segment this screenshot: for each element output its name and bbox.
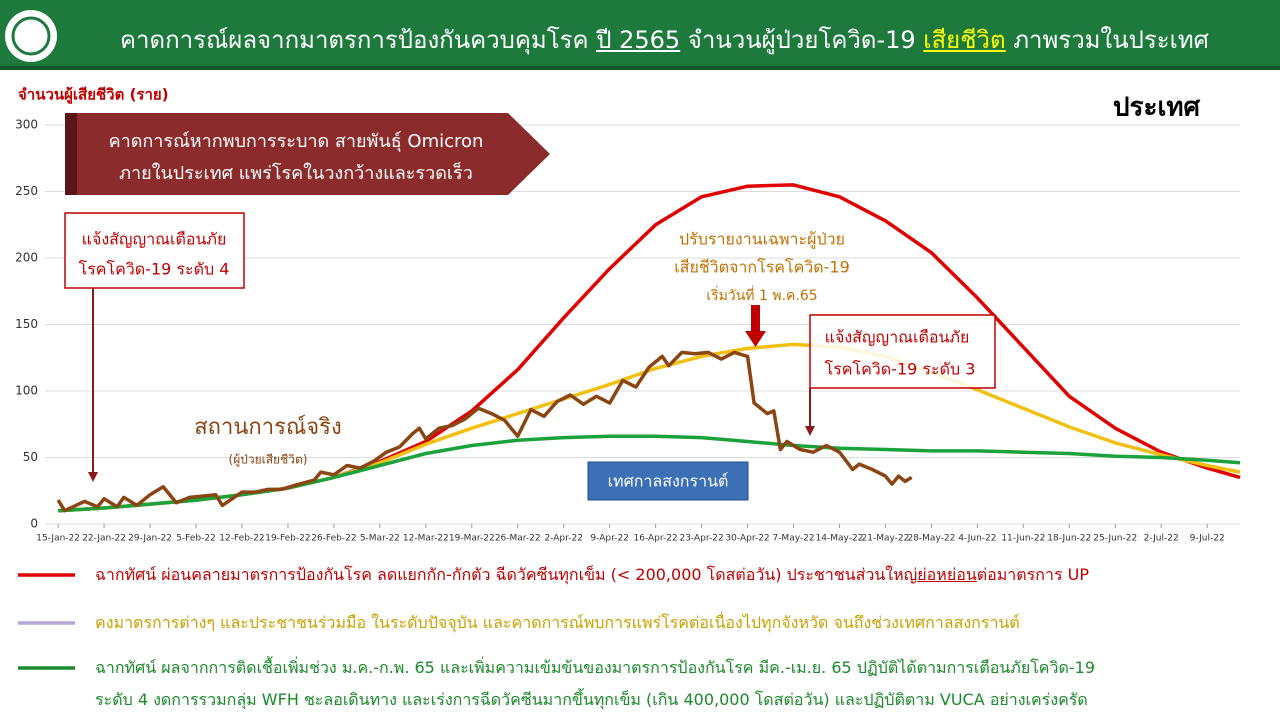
x-tick-label: 5-Mar-22	[360, 534, 400, 544]
title-part: คาดการณ์ผลจากมาตรการป้องกันควบคุมโรค	[120, 26, 597, 54]
x-tick-label: 2-Apr-22	[544, 534, 582, 544]
x-tick-label: 19-Mar-22	[449, 534, 495, 544]
x-tick-label: 30-Apr-22	[725, 534, 769, 544]
grid: 0 50 100 150 200 250 300 15-Jan-22 22-Jan-22 29-J…	[15, 118, 1240, 544]
legend-text: ย่อหย่อน	[917, 565, 977, 584]
y-tick-label: 100	[15, 384, 38, 398]
x-tick-label: 2-Jul-22	[1144, 534, 1179, 544]
report-text: เสียชีวิตจากโรคโควิด-19	[674, 258, 850, 277]
legend-entry: คงมาตรการต่างๆ และประชาชนร่วมมือ ในระดับ…	[95, 607, 1020, 639]
legend-text: ฉากทัศน์ ผ่อนคลายมาตรการป้องกันโรค ลดแยก…	[95, 565, 918, 584]
y-tick-label: 0	[30, 517, 38, 531]
legend-line: ฉากทัศน์ ผลจากการติดเชื้อเพิ่มช่วง ม.ค.-…	[95, 652, 1095, 684]
series-line	[56, 350, 913, 513]
title-part: เสียชีวิต	[923, 26, 1006, 54]
y-tick-label: 50	[23, 450, 38, 464]
header-bar	[0, 0, 1280, 66]
logo-ring	[11, 16, 51, 56]
x-tick-label: 7-May-22	[772, 534, 814, 544]
legend-text: ฉากทัศน์ ผลจากการติดเชื้อเพิ่มช่วง ม.ค.-…	[95, 658, 1095, 677]
omicron-arrow	[65, 113, 550, 195]
x-tick-label: 9-Jul-22	[1190, 534, 1225, 544]
legend-text: ระดับ 4 งดการรวมกลุ่ม WFH ชะลอเดินทาง แล…	[95, 690, 1088, 709]
x-tick-label: 28-May-22	[907, 534, 955, 544]
alert4-text: แจ้งสัญญาณเตือนภัย	[82, 230, 227, 249]
actual-sublabel: (ผู้ป่วยเสียชีวิต)	[229, 453, 308, 468]
legend	[18, 573, 75, 670]
header-rule	[0, 66, 1280, 70]
legend-text: ต่อมาตรการ UP	[976, 565, 1089, 584]
x-tick-label: 15-Jan-22	[36, 534, 80, 544]
x-tick-label: 11-Jun-22	[1001, 534, 1045, 544]
y-tick-label: 300	[15, 118, 38, 132]
x-tick-label: 14-May-22	[816, 534, 864, 544]
x-tick-label: 22-Jan-22	[82, 534, 126, 544]
alert3-text: โรคโควิด-19 ระดับ 3	[825, 360, 976, 379]
title-part: ปี 2565	[596, 26, 681, 54]
legend-entry: ฉากทัศน์ ผ่อนคลายมาตรการป้องกันโรค ลดแยก…	[95, 559, 1089, 591]
alert4-box	[64, 212, 245, 289]
legend-line: ฉากทัศน์ ผ่อนคลายมาตรการป้องกันโรค ลดแยก…	[95, 559, 1089, 591]
omicron-text: คาดการณ์หากพบการระบาด สายพันธุ์ Omicron	[109, 131, 484, 152]
title-part: ภาพรวมในประเทศ	[1005, 26, 1209, 54]
alert3-text: แจ้งสัญญาณเตือนภัย	[825, 328, 970, 347]
alert4-arrowhead	[88, 472, 98, 482]
x-tick-label: 26-Feb-22	[311, 534, 356, 544]
legend-text: คงมาตรการต่างๆ และประชาชนร่วมมือ ในระดับ…	[95, 613, 1020, 632]
x-tick-label: 26-Mar-22	[495, 534, 541, 544]
alert4-text: โรคโควิด-19 ระดับ 4	[79, 260, 230, 279]
y-tick-label: 250	[15, 184, 38, 198]
x-tick-label: 18-Jun-22	[1047, 534, 1091, 544]
alert3-arrowhead	[805, 426, 815, 436]
report-text: เริ่มวันที่ 1 พ.ค.65	[706, 286, 817, 304]
omicron-text: ภายในประเทศ แพร่โรคในวงกว้างและรวดเร็ว	[119, 161, 473, 184]
x-tick-label: 5-Feb-22	[176, 534, 216, 544]
songkran-box	[587, 461, 749, 501]
legend-entry: ฉากทัศน์ ผลจากการติดเชื้อเพิ่มช่วง ม.ค.-…	[95, 652, 1095, 716]
y-tick-label: 150	[15, 317, 38, 331]
x-tick-label: 29-Jan-22	[128, 534, 172, 544]
actual-label: สถานการณ์จริง	[194, 415, 342, 440]
omicron-stripe	[65, 113, 77, 195]
lines	[56, 183, 1241, 513]
y-axis-label: จำนวนผู้เสียชีวิต (ราย)	[18, 86, 169, 105]
report-arrowhead	[745, 331, 766, 347]
x-tick-label: 25-Jun-22	[1093, 534, 1137, 544]
title: คาดการณ์ผลจากมาตรการป้องกันควบคุมโรค ปี …	[120, 20, 1270, 59]
legend-line: คงมาตรการต่างๆ และประชาชนร่วมมือ ในระดับ…	[95, 607, 1020, 639]
x-tick-label: 19-Feb-22	[265, 534, 310, 544]
alert3-box	[809, 314, 996, 389]
legend-line: ระดับ 4 งดการรวมกลุ่ม WFH ชะลอเดินทาง แล…	[95, 684, 1095, 716]
x-tick-label: 16-Apr-22	[634, 534, 678, 544]
title-part: จำนวนผู้ป่วยโควิด-19	[680, 26, 924, 54]
x-tick-label: 9-Apr-22	[590, 534, 628, 544]
x-tick-label: 23-Apr-22	[679, 534, 723, 544]
x-tick-label: 12-Feb-22	[219, 534, 264, 544]
region-label: ประเทศ	[1113, 93, 1200, 123]
y-tick-label: 200	[15, 251, 38, 265]
report-arrow	[751, 305, 760, 331]
report-text: ปรับรายงานเฉพาะผู้ป่วย	[679, 230, 845, 250]
x-tick-label: 21-May-22	[862, 534, 910, 544]
x-tick-label: 12-Mar-22	[403, 534, 449, 544]
x-tick-label: 4-Jun-22	[958, 534, 996, 544]
songkran-text: เทศกาลสงกรานต์	[608, 472, 729, 491]
